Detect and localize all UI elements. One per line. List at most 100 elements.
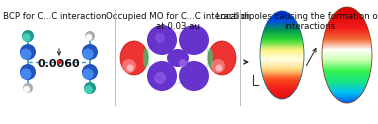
Bar <box>271 93 293 94</box>
Bar <box>262 71 302 73</box>
Bar <box>329 88 365 90</box>
Bar <box>322 59 372 60</box>
Bar <box>330 19 364 21</box>
Bar <box>260 63 304 64</box>
Bar <box>324 72 370 74</box>
Bar <box>325 77 369 78</box>
Ellipse shape <box>215 64 223 72</box>
Bar <box>333 94 361 96</box>
Bar <box>268 87 297 89</box>
Ellipse shape <box>82 48 94 60</box>
Bar <box>323 42 371 44</box>
Bar <box>270 17 294 18</box>
Bar <box>262 35 302 37</box>
Bar <box>268 89 296 90</box>
Bar <box>277 12 287 13</box>
Bar <box>322 64 372 66</box>
Bar <box>328 85 366 87</box>
Bar <box>265 28 299 29</box>
Bar <box>264 28 300 30</box>
Ellipse shape <box>57 60 61 64</box>
Bar <box>263 76 301 77</box>
Bar <box>322 51 372 52</box>
Bar <box>328 22 366 24</box>
Bar <box>266 86 297 87</box>
Bar <box>266 25 298 26</box>
Bar <box>262 38 302 39</box>
Bar <box>274 95 290 97</box>
Bar <box>325 30 369 31</box>
Bar <box>338 10 356 11</box>
Ellipse shape <box>143 48 149 68</box>
Bar <box>262 72 302 74</box>
Bar <box>263 31 301 32</box>
Bar <box>260 46 304 47</box>
Bar <box>323 40 371 42</box>
Bar <box>263 34 301 35</box>
Ellipse shape <box>211 59 225 73</box>
Bar <box>264 80 300 82</box>
Bar <box>328 85 366 86</box>
Bar <box>260 56 304 57</box>
Bar <box>338 99 356 100</box>
Bar <box>324 36 370 37</box>
Bar <box>260 50 304 52</box>
Bar <box>271 16 293 17</box>
Ellipse shape <box>147 61 177 91</box>
Bar <box>327 27 367 28</box>
Bar <box>322 49 372 50</box>
Bar <box>323 67 371 69</box>
Bar <box>260 51 304 53</box>
Ellipse shape <box>154 72 166 84</box>
Bar <box>333 14 361 16</box>
Bar <box>322 45 372 47</box>
Bar <box>337 98 357 99</box>
Bar <box>265 81 299 83</box>
Bar <box>327 25 367 26</box>
Bar <box>261 68 303 69</box>
Bar <box>323 43 371 45</box>
Bar <box>267 22 297 24</box>
Bar <box>263 30 301 31</box>
Bar <box>264 79 300 81</box>
Bar <box>260 61 304 62</box>
Bar <box>261 42 303 44</box>
Bar <box>269 90 295 91</box>
Bar <box>265 83 299 84</box>
Bar <box>324 73 370 74</box>
Ellipse shape <box>147 25 177 55</box>
Bar <box>261 65 303 67</box>
Bar <box>322 46 372 48</box>
Ellipse shape <box>120 41 148 75</box>
Bar <box>322 62 372 63</box>
Bar <box>262 73 302 75</box>
Bar <box>267 86 297 88</box>
Bar <box>265 26 299 27</box>
Bar <box>328 24 366 26</box>
Bar <box>330 90 364 92</box>
Bar <box>260 57 304 58</box>
Bar <box>260 64 304 66</box>
Bar <box>324 34 370 35</box>
Bar <box>322 56 372 57</box>
Bar <box>324 75 370 76</box>
Bar <box>334 95 360 96</box>
Bar <box>264 29 300 31</box>
Bar <box>323 68 371 70</box>
Bar <box>273 94 291 96</box>
Bar <box>329 20 365 22</box>
Bar <box>341 8 353 9</box>
Bar <box>263 77 301 78</box>
Bar <box>260 62 304 63</box>
Bar <box>322 57 372 58</box>
Bar <box>323 39 371 41</box>
Bar <box>324 36 370 38</box>
Bar <box>260 44 304 46</box>
Bar <box>263 78 301 79</box>
Bar <box>324 37 370 39</box>
Ellipse shape <box>82 64 98 80</box>
Bar <box>325 76 369 77</box>
Bar <box>261 40 303 41</box>
Bar <box>260 54 304 55</box>
Bar <box>326 80 368 81</box>
